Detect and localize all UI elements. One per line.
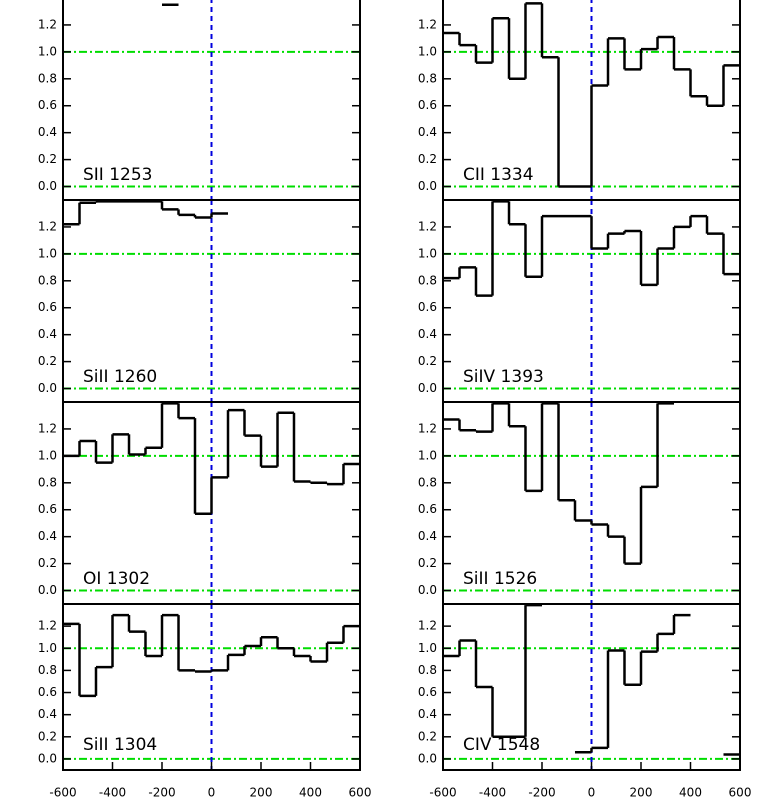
y-tick-label: 1.0 xyxy=(38,641,57,655)
panel-frame xyxy=(442,603,741,771)
line-label: CIV 1548 xyxy=(463,735,540,755)
y-tick-label: 0.4 xyxy=(418,529,437,543)
panel: 0.0 0.2 0.4 0.6 0.8 1.0 1.2 SII 1253 xyxy=(38,0,361,201)
plot-area xyxy=(443,402,740,604)
y-tick-label: 1.2 xyxy=(418,17,437,31)
y-tick-label: 0.4 xyxy=(418,327,437,341)
y-tick-label: 0.4 xyxy=(418,707,437,721)
y-tick-label: 1.2 xyxy=(38,619,57,633)
panel: 0.0 0.2 0.4 0.6 0.8 1.0 1.2 OI 1302 xyxy=(38,401,361,605)
x-tick-label: 400 xyxy=(299,786,322,800)
line-label: SiII 1304 xyxy=(83,735,157,755)
y-tick-label: 1.2 xyxy=(418,421,437,435)
y-tick-label: 0.6 xyxy=(38,98,57,112)
y-tick-label: 0.2 xyxy=(418,354,437,368)
panel: 0.0 0.2 0.4 0.6 0.8 1.0 1.2 CII 1334 xyxy=(418,0,741,201)
line-label: SiII 1260 xyxy=(83,367,157,387)
y-tick-label: 0.6 xyxy=(418,98,437,112)
x-tick-label: 400 xyxy=(679,786,702,800)
y-tick-label: 0.8 xyxy=(418,71,437,85)
y-tick-label: 0.4 xyxy=(418,125,437,139)
panel: 0.0 0.2 0.4 0.6 0.8 1.0 1.2 -600 -400 -200 0 200 400… xyxy=(38,603,372,800)
y-tick-label: 0.8 xyxy=(38,71,57,85)
plot-area xyxy=(63,0,360,200)
x-tick-label: 600 xyxy=(349,786,372,800)
y-tick-label: 0.6 xyxy=(418,300,437,314)
y-tick-label: 0.0 xyxy=(418,381,437,395)
y-tick-label: 0.2 xyxy=(418,729,437,743)
y-tick-label: 0.6 xyxy=(38,685,57,699)
y-tick-label: 0.0 xyxy=(418,751,437,765)
y-tick-label: 0.2 xyxy=(38,556,57,570)
panel: 0.0 0.2 0.4 0.6 0.8 1.0 1.2 SiII 1260 xyxy=(38,199,361,403)
y-tick-label: 1.2 xyxy=(38,421,57,435)
x-tick-label: -200 xyxy=(528,786,555,800)
panel-frame xyxy=(62,603,361,771)
y-tick-label: 0.2 xyxy=(38,354,57,368)
y-tick-label: 1.2 xyxy=(418,219,437,233)
panel: 0.0 0.2 0.4 0.6 0.8 1.0 1.2 SiIV 1393 xyxy=(418,199,741,403)
y-tick-label: 1.0 xyxy=(38,246,57,260)
y-tick-label: 0.2 xyxy=(38,729,57,743)
y-tick-label: 0.6 xyxy=(38,502,57,516)
y-tick-label: 0.8 xyxy=(418,475,437,489)
line-label: SII 1253 xyxy=(83,165,153,185)
y-tick-label: 0.6 xyxy=(418,685,437,699)
y-tick-label: 0.8 xyxy=(38,475,57,489)
y-tick-label: 0.0 xyxy=(38,751,57,765)
y-tick-label: 0.0 xyxy=(418,583,437,597)
x-tick-label: -200 xyxy=(148,786,175,800)
y-tick-label: 0.8 xyxy=(418,273,437,287)
y-tick-label: 0.0 xyxy=(38,583,57,597)
x-tick-label: -400 xyxy=(479,786,506,800)
line-label: SiII 1526 xyxy=(463,569,537,589)
y-tick-label: 0.4 xyxy=(38,125,57,139)
panel: 0.0 0.2 0.4 0.6 0.8 1.0 1.2 -600 -400 -200 0 200 400… xyxy=(418,603,752,800)
x-tick-label: -600 xyxy=(429,786,456,800)
x-tick-label: 0 xyxy=(588,786,596,800)
x-tick-label: -600 xyxy=(49,786,76,800)
y-tick-label: 1.2 xyxy=(418,619,437,633)
y-tick-label: 1.0 xyxy=(418,44,437,58)
y-tick-label: 1.2 xyxy=(38,219,57,233)
plot-area xyxy=(443,200,740,402)
y-tick-label: 1.0 xyxy=(418,641,437,655)
x-tick-label: 200 xyxy=(630,786,653,800)
y-tick-label: 0.8 xyxy=(418,663,437,677)
y-tick-label: 0.6 xyxy=(38,300,57,314)
x-tick-label: 0 xyxy=(208,786,216,800)
line-label: CII 1334 xyxy=(463,165,534,185)
y-tick-label: 0.4 xyxy=(38,707,57,721)
plot-area xyxy=(63,402,360,604)
y-tick-label: 0.2 xyxy=(418,556,437,570)
y-tick-label: 0.0 xyxy=(38,179,57,193)
y-tick-label: 0.0 xyxy=(418,179,437,193)
y-tick-label: 0.8 xyxy=(38,663,57,677)
y-tick-label: 0.6 xyxy=(418,502,437,516)
x-tick-label: 600 xyxy=(729,786,752,800)
plot-area xyxy=(63,604,360,770)
y-tick-label: 1.0 xyxy=(38,44,57,58)
line-label: OI 1302 xyxy=(83,569,150,589)
panel: 0.0 0.2 0.4 0.6 0.8 1.0 1.2 SiII 1526 xyxy=(418,401,741,605)
line-label: SiIV 1393 xyxy=(463,367,544,387)
y-tick-label: 1.0 xyxy=(418,246,437,260)
y-tick-label: 0.2 xyxy=(38,152,57,166)
x-tick-label: -400 xyxy=(99,786,126,800)
x-tick-label: 200 xyxy=(250,786,273,800)
y-tick-label: 0.4 xyxy=(38,327,57,341)
plot-area xyxy=(63,200,360,402)
y-tick-label: 1.0 xyxy=(418,448,437,462)
y-tick-label: 0.0 xyxy=(38,381,57,395)
y-tick-label: 1.2 xyxy=(38,17,57,31)
plot-area xyxy=(443,604,740,770)
y-tick-label: 0.8 xyxy=(38,273,57,287)
y-tick-label: 1.0 xyxy=(38,448,57,462)
y-tick-label: 0.2 xyxy=(418,152,437,166)
y-tick-label: 0.4 xyxy=(38,529,57,543)
plot-area xyxy=(443,0,740,200)
